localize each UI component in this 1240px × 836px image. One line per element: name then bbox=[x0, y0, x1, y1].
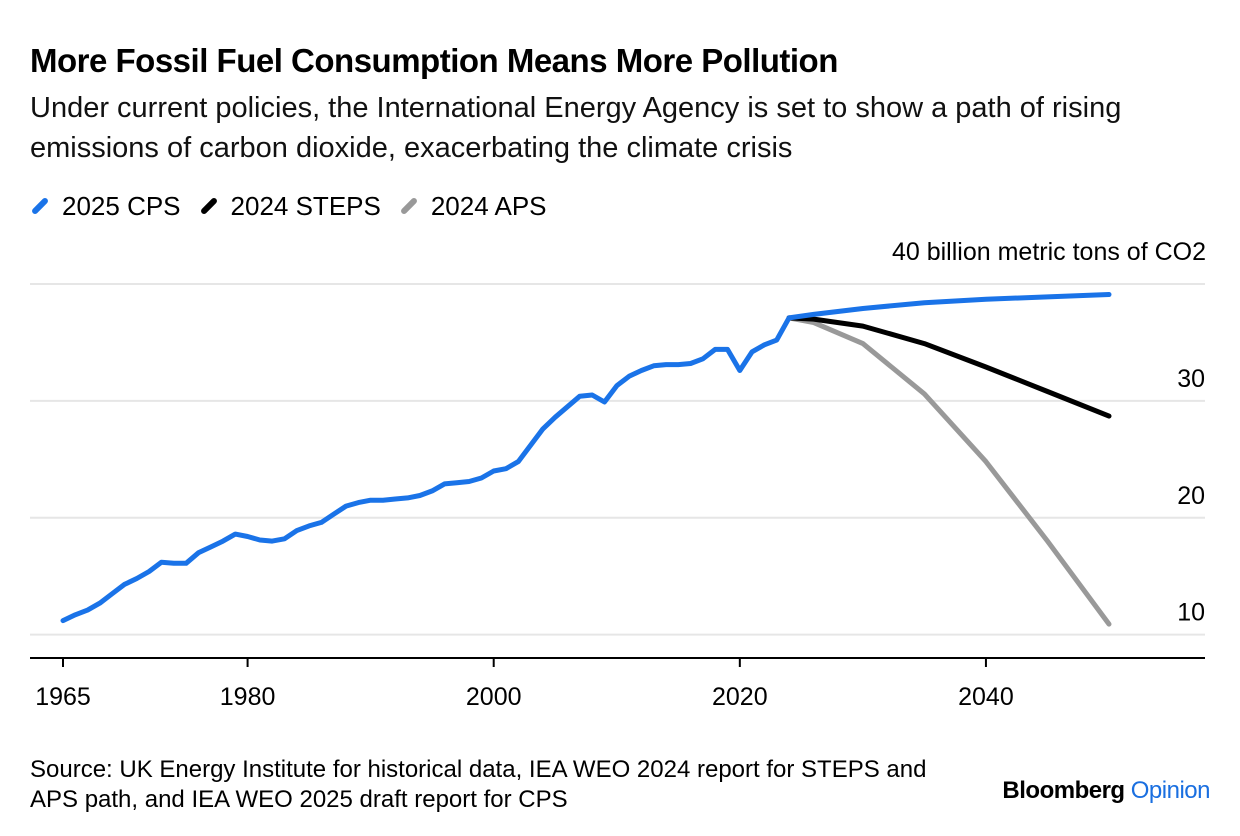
brand-logo: Bloomberg Opinion bbox=[1002, 777, 1210, 805]
chart-subtitle: Under current policies, the Internationa… bbox=[30, 92, 1122, 164]
axes bbox=[30, 657, 1205, 667]
x-tick-label: 2040 bbox=[958, 683, 1014, 711]
gridlines bbox=[30, 283, 1205, 636]
legend-label-aps: 2024 APS bbox=[430, 190, 547, 221]
x-tick-label: 1980 bbox=[220, 683, 276, 711]
legend-label-steps: 2024 STEPS bbox=[230, 190, 381, 221]
series-line-2025-cps bbox=[60, 292, 1112, 624]
source-note: Source: UK Energy Institute for historic… bbox=[30, 756, 927, 813]
series-lines bbox=[60, 292, 1112, 627]
legend-label-cps: 2025 CPS bbox=[62, 190, 181, 221]
brand-part-opinion: Opinion bbox=[1130, 777, 1211, 804]
chart-title: More Fossil Fuel Consumption Means More … bbox=[30, 42, 838, 79]
series-line-2024-steps bbox=[786, 315, 1112, 419]
brand-part-bloomberg: Bloomberg bbox=[1002, 777, 1125, 804]
y-tick-label: 30 bbox=[1177, 365, 1205, 393]
y-tick-label: 20 bbox=[1177, 482, 1205, 510]
legend-item-aps: 2024 APS bbox=[399, 191, 547, 222]
legend: 2025 CPS 2024 STEPS 2024 APS bbox=[30, 190, 565, 222]
x-tick-label: 2000 bbox=[466, 683, 522, 711]
x-tick-label: 2020 bbox=[712, 683, 768, 711]
y-tick-label: 10 bbox=[1177, 599, 1205, 627]
series-line-2024-aps bbox=[786, 315, 1112, 627]
tick-labels: 1965 1980 2000 2020 2040 10 20 30 bbox=[35, 365, 1205, 711]
legend-item-steps: 2024 STEPS bbox=[199, 191, 381, 222]
y-axis-unit-label: 40 billion metric tons of CO2 bbox=[891, 238, 1206, 266]
x-tick-label: 1965 bbox=[35, 683, 91, 711]
legend-item-cps: 2025 CPS bbox=[30, 191, 181, 222]
